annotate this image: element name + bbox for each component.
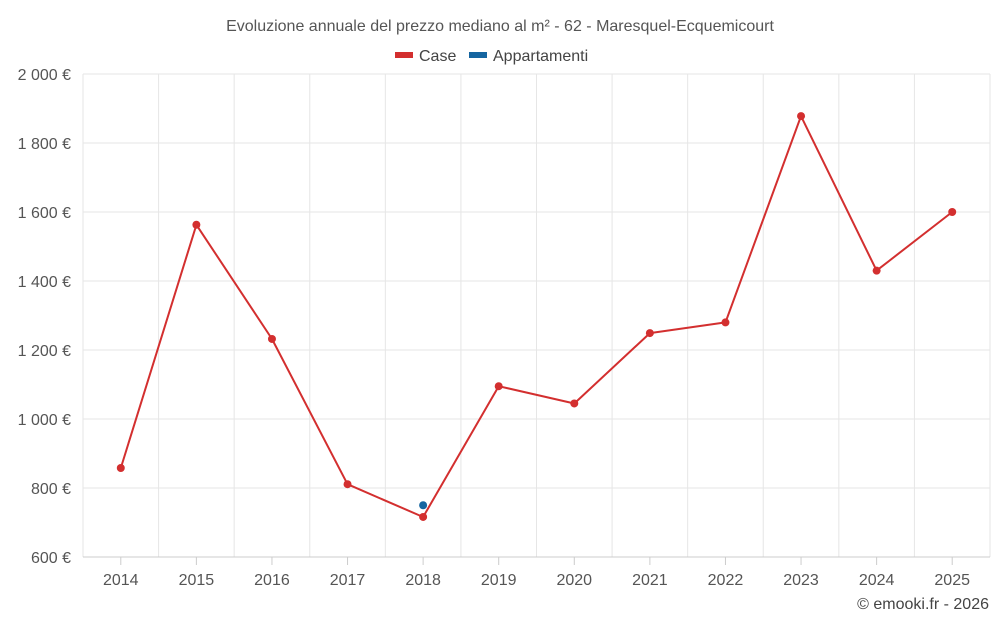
x-tick-label: 2019 [481, 572, 517, 589]
data-point-case-2025[interactable] [948, 208, 957, 216]
y-tick-label: 1 600 € [18, 205, 71, 222]
data-point-appartamenti-2018[interactable] [419, 501, 428, 510]
legend-swatch-appartamenti [469, 52, 487, 58]
data-point-case-2017[interactable] [343, 480, 352, 489]
x-tick-label: 2014 [103, 572, 139, 589]
credit-text: © emooki.fr - 2026 [857, 596, 989, 613]
legend-label-appartamenti: Appartamenti [493, 48, 588, 65]
legend-label-case: Case [419, 48, 456, 65]
x-tick-label: 2017 [330, 572, 366, 589]
series-appartamenti [419, 501, 428, 510]
x-tick-label: 2016 [254, 572, 290, 589]
data-point-case-2024[interactable] [872, 266, 881, 275]
data-point-case-2019[interactable] [494, 382, 503, 391]
x-tick-label: 2023 [783, 572, 819, 589]
data-point-case-2014[interactable] [116, 463, 125, 472]
x-tick-label: 2020 [556, 572, 592, 589]
y-axis-ticks: 600 € 800 € 1 000 € 1 200 € 1 400 € 1 600 € 1 … [18, 67, 71, 567]
series [116, 112, 957, 521]
x-tick-label: 2015 [179, 572, 215, 589]
data-point-case-2020[interactable] [570, 399, 579, 408]
y-tick-label: 2 000 € [18, 67, 71, 84]
y-tick-label: 1 200 € [18, 343, 71, 360]
legend-item-appartamenti[interactable]: Appartamenti [469, 48, 588, 65]
y-tick-label: 1 400 € [18, 274, 71, 291]
x-tick-label: 2024 [859, 572, 895, 589]
x-tick-label: 2022 [708, 572, 744, 589]
y-tick-label: 1 800 € [18, 136, 71, 153]
data-point-case-2018[interactable] [419, 512, 428, 521]
legend-item-case[interactable]: Case [395, 48, 456, 65]
y-tick-label: 800 € [31, 481, 71, 498]
data-point-case-2022[interactable] [721, 318, 730, 327]
x-tick-label: 2021 [632, 572, 668, 589]
x-tick-label: 2018 [405, 572, 441, 589]
y-tick-label: 600 € [31, 550, 71, 567]
legend: Case Appartamenti [395, 48, 588, 65]
x-tick-label: 2025 [934, 572, 970, 589]
y-tick-label: 1 000 € [18, 412, 71, 429]
x-axis-ticks: 2014 2015 2016 2017 2018 2019 2020 2021 2022 2023… [103, 557, 970, 589]
chart-title: Evoluzione annuale del prezzo mediano al… [226, 18, 774, 35]
series-line-case [119, 115, 953, 518]
data-point-case-2015[interactable] [192, 220, 201, 229]
gridlines [82, 73, 991, 557]
data-point-case-2021[interactable] [645, 329, 654, 338]
data-point-case-2016[interactable] [267, 334, 276, 343]
series-case [116, 112, 957, 521]
data-point-case-2023[interactable] [797, 112, 806, 121]
legend-swatch-case [395, 52, 413, 58]
